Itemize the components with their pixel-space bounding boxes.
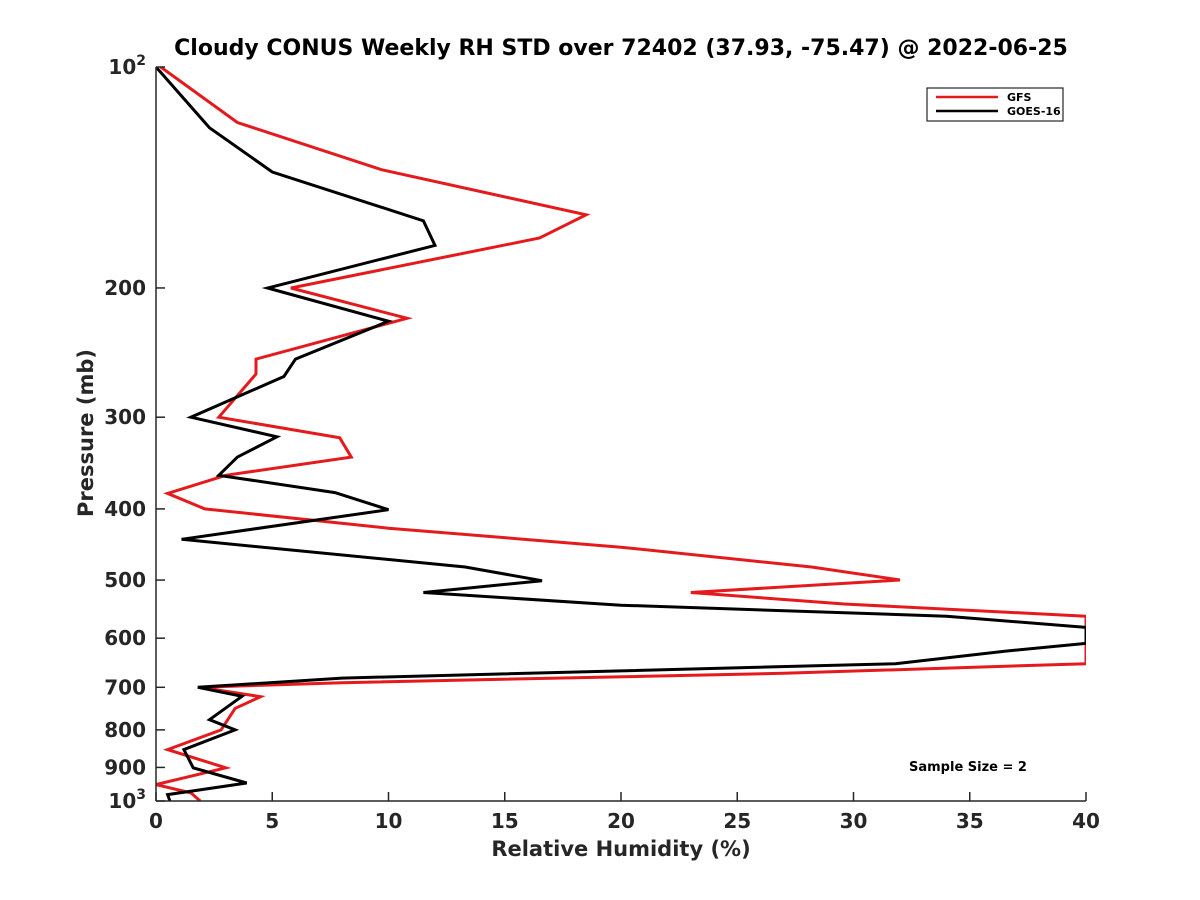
x-tick-label: 30 (840, 809, 868, 833)
series-layer (156, 67, 1086, 801)
x-tick-label: 40 (1072, 809, 1100, 833)
series-line-gfs (156, 67, 1086, 801)
y-tick-label: 700 (104, 675, 146, 699)
x-tick-label: 25 (723, 809, 751, 833)
x-tick-label: 0 (149, 809, 163, 833)
x-tick-label: 10 (375, 809, 403, 833)
y-tick-label: 103 (108, 787, 146, 813)
series-line-goes-16 (156, 67, 1086, 801)
y-tick-label: 102 (108, 53, 146, 79)
legend-box (926, 87, 1064, 122)
x-tick-label: 15 (491, 809, 519, 833)
x-tick-label: 5 (265, 809, 279, 833)
y-tick-label: 600 (104, 626, 146, 650)
y-tick-label: 400 (104, 497, 146, 521)
axes-layer: 0 5 10 15 20 25 30 35 40 102 200 300 400 500 600 700 800… (104, 53, 1100, 833)
y-tick-label: 200 (104, 276, 146, 300)
sample-size-annotation: Sample Size = 2 (909, 760, 1027, 775)
legend-label-goes-16: GOES-16 (1007, 105, 1061, 118)
legend-label-gfs: GFS (1007, 91, 1032, 104)
y-axis-label: Pressure (mb) (74, 349, 98, 517)
y-tick-label: 900 (104, 755, 146, 779)
chart-title: Cloudy CONUS Weekly RH STD over 72402 (3… (174, 36, 1068, 61)
x-tick-label: 35 (956, 809, 984, 833)
x-tick-label: 20 (607, 809, 635, 833)
x-axis-label: Relative Humidity (%) (491, 837, 750, 861)
y-tick-label: 800 (104, 718, 146, 742)
y-tick-label: 500 (104, 568, 146, 592)
y-tick-label: 300 (104, 405, 146, 429)
